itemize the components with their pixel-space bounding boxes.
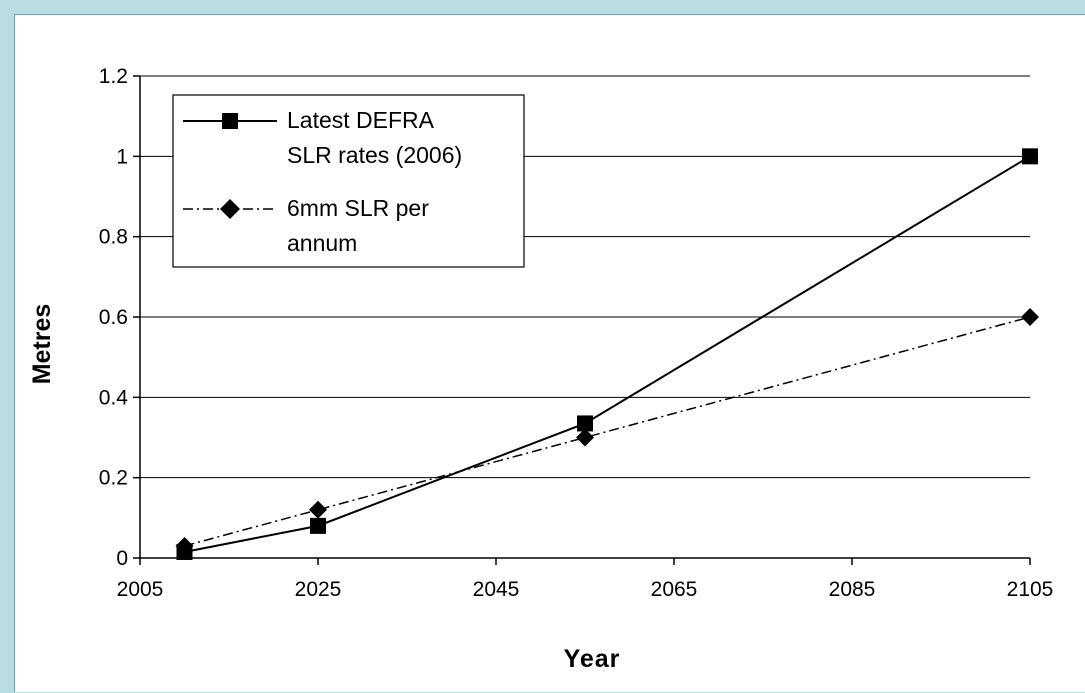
point-series-2-0 xyxy=(175,536,194,555)
point-series-1-2 xyxy=(577,415,593,432)
series-line-2 xyxy=(184,316,1031,547)
x-tick-label-4: 2085 xyxy=(829,578,876,601)
line-chart: 0 0.2 0.4 0.6 0.8 1 1.2 2005 2025 2045 2065 2085 21… xyxy=(28,65,1054,673)
y-tick-label-1: 0.2 xyxy=(99,467,128,490)
legend-label-series-1-line-1: Latest DEFRA xyxy=(287,107,435,133)
legend-marker-square xyxy=(222,113,238,129)
x-tick-label-0: 2005 xyxy=(117,578,164,601)
x-tick-label-1: 2025 xyxy=(295,578,342,601)
x-axis-title: Year xyxy=(564,645,621,673)
y-tick-label-2: 0.4 xyxy=(99,386,129,409)
point-series-2-1 xyxy=(309,500,327,519)
point-series-2-2 xyxy=(576,428,594,447)
legend-label-series-2-line-1: 6mm SLR per xyxy=(287,195,429,221)
chart-frame: 0 0.2 0.4 0.6 0.8 1 1.2 2005 2025 2045 2065 2085 21… xyxy=(14,14,1085,692)
x-tick-label-5: 2105 xyxy=(1007,578,1054,601)
legend-marker-diamond xyxy=(220,199,240,219)
y-tick-label-5: 1 xyxy=(116,145,128,168)
y-tick-label-6: 1.2 xyxy=(99,65,128,88)
y-tick-label-3: 0.6 xyxy=(99,306,128,329)
x-tick-label-3: 2065 xyxy=(651,578,698,601)
legend: Latest DEFRA SLR rates (2006) 6mm SLR pe… xyxy=(172,94,525,268)
y-tick-label-0: 0 xyxy=(116,547,128,570)
point-series-1-3 xyxy=(1022,148,1038,165)
x-tick-label-2: 2045 xyxy=(473,578,520,601)
y-axis-title: Metres xyxy=(28,304,56,385)
point-series-2-3 xyxy=(1021,308,1039,326)
legend-label-series-2-line-2: annum xyxy=(287,230,357,256)
point-series-1-1 xyxy=(310,517,326,534)
legend-label-series-1-line-2: SLR rates (2006) xyxy=(287,142,462,168)
series-layer xyxy=(175,148,1039,560)
y-tick-labels: 0 0.2 0.4 0.6 0.8 1 1.2 xyxy=(99,65,129,570)
series-line-1 xyxy=(184,155,1031,553)
x-tick-labels: 2005 2025 2045 2065 2085 2105 xyxy=(117,578,1054,601)
y-tick-label-4: 0.8 xyxy=(99,226,128,249)
axes xyxy=(133,75,1031,565)
